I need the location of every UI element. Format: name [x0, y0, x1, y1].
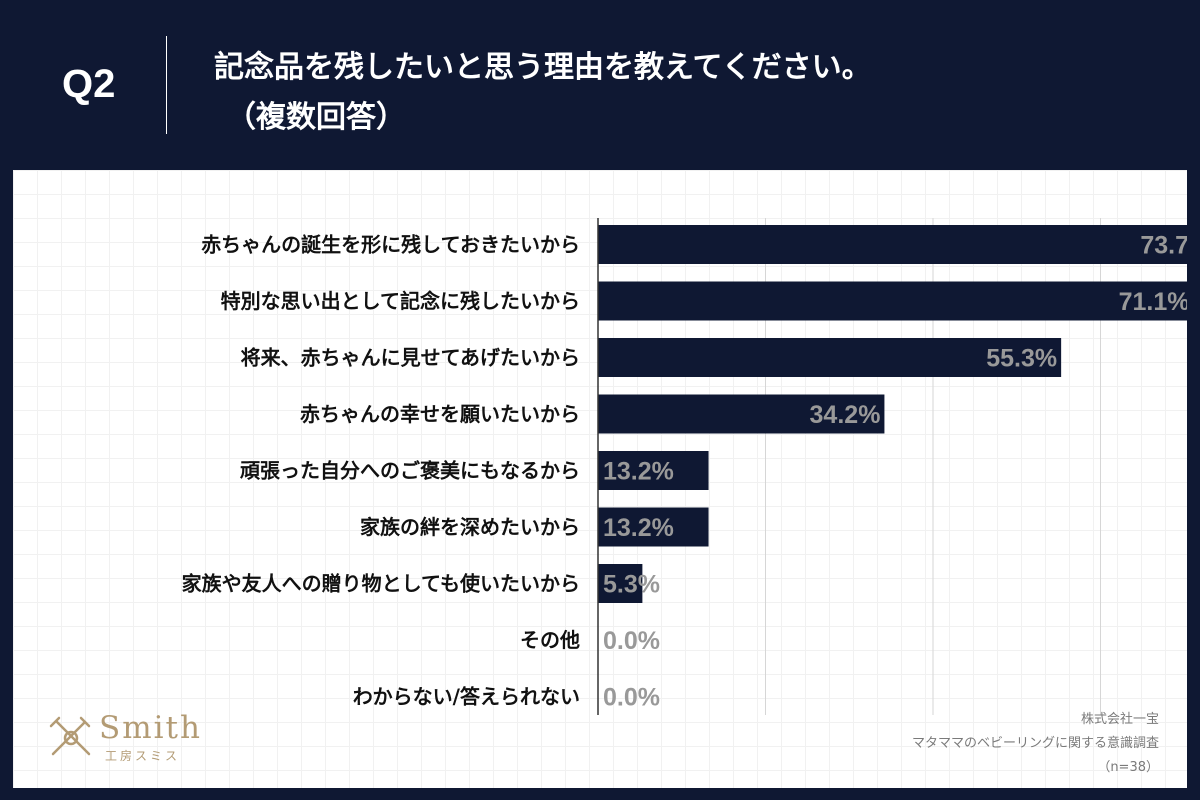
bar	[598, 451, 709, 490]
bar	[598, 394, 885, 434]
source-note: 株式会社一宝 マタママのベビーリングに関する意識調査 （n=38）	[912, 708, 1159, 780]
chart-panel: 赤ちゃんの誕生を形に残しておきたいから 73.7% 特別な思い出として記念に残したい…	[13, 170, 1187, 788]
category-label: 特別な思い出として記念に残したいから	[221, 289, 580, 313]
category-label: 赤ちゃんの誕生を形に残しておきたいから	[201, 233, 580, 257]
question-number: Q2	[62, 62, 116, 106]
category-label: 家族の絆を深めたいから	[360, 515, 580, 539]
source-sample-size: （n=38）	[1097, 760, 1159, 775]
data-label: 34.2%	[810, 401, 881, 429]
question-subtitle: （複数回答）	[226, 100, 406, 135]
category-label: 頑張った自分へのご褒美にもなるから	[239, 459, 580, 483]
logo-name: Smith	[99, 710, 202, 746]
data-label: 73.7%	[1140, 232, 1187, 260]
bar	[598, 564, 643, 603]
category-label: わからない/答えられない	[353, 685, 580, 709]
question-title: 記念品を残したいと思う理由を教えてください。	[214, 50, 872, 85]
header: Q2 記念品を残したいと思う理由を教えてください。 （複数回答）	[0, 0, 1200, 170]
crossed-tools-icon	[49, 716, 91, 756]
data-label: 13.2%	[603, 458, 674, 486]
bar	[598, 507, 709, 547]
brand-logo: Smith 工房スミス	[47, 710, 247, 770]
data-label: 71.1%	[1119, 288, 1187, 316]
bar	[598, 225, 1187, 264]
bar	[598, 338, 1062, 377]
data-label: 0.0%	[603, 684, 660, 712]
bar	[598, 281, 1187, 321]
data-label: 13.2%	[603, 514, 674, 542]
category-label: 赤ちゃんの幸せを願いたいから	[300, 402, 580, 426]
bar-chart: 赤ちゃんの誕生を形に残しておきたいから 73.7% 特別な思い出として記念に残したい…	[182, 218, 1187, 715]
header-divider	[166, 36, 167, 134]
data-label: 55.3%	[986, 345, 1057, 373]
category-label: その他	[520, 628, 580, 652]
data-label: 5.3%	[603, 571, 660, 599]
logo-subtitle: 工房スミス	[105, 749, 181, 763]
category-label: 家族や友人への贈り物としても使いたいから	[182, 572, 580, 596]
source-company: 株式会社一宝	[1080, 712, 1159, 727]
data-label: 0.0%	[603, 627, 660, 655]
category-label: 将来、赤ちゃんに見せてあげたいから	[241, 346, 580, 370]
source-survey: マタママのベビーリングに関する意識調査	[911, 736, 1159, 751]
